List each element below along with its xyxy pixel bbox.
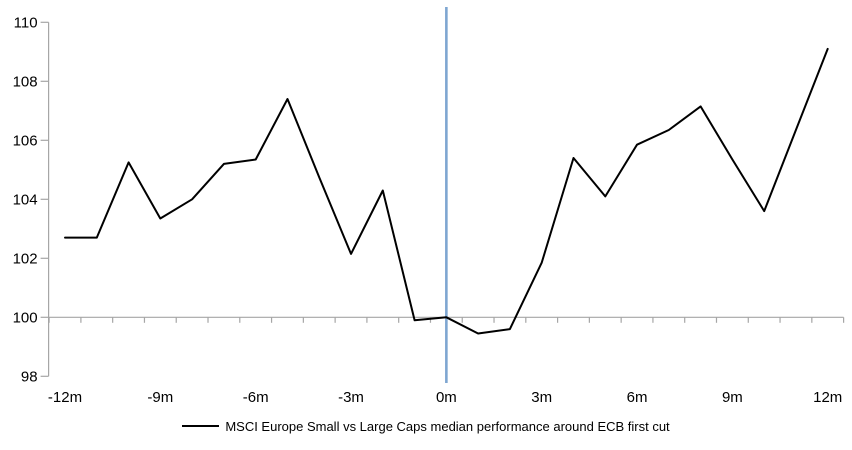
x-axis-tick-label: 3m [531, 389, 552, 406]
y-axis-tick-label: 106 [13, 133, 38, 150]
y-axis-tick-label: 100 [13, 310, 38, 327]
legend-line-marker [182, 425, 220, 427]
legend: MSCI Europe Small vs Large Caps median p… [0, 417, 852, 435]
y-axis-tick-label: 98 [21, 369, 38, 386]
series-line [64, 47, 829, 335]
x-axis-tick-label: -9m [147, 389, 173, 406]
x-axis-tick-label: -3m [338, 389, 364, 406]
x-axis-tick-label: 12m [813, 389, 842, 406]
x-axis-tick-label: -12m [48, 389, 82, 406]
plot-area: 110 108 106 104 102 100 98 -12m -9m -6m -3m 0m 3m 6m 9… [13, 7, 845, 406]
legend-label: MSCI Europe Small vs Large Caps median p… [225, 418, 670, 434]
y-axis-tick-label: 104 [13, 192, 38, 209]
y-axis-tick-label: 102 [13, 251, 38, 268]
x-axis-tick-label: 9m [722, 389, 743, 406]
x-axis-tick-label: 0m [436, 389, 457, 406]
y-axis-tick-label: 108 [13, 74, 38, 91]
x-axis-tick-label: 6m [627, 389, 648, 406]
x-axis-tick-label: -6m [243, 389, 269, 406]
y-axis-tick-label: 110 [14, 15, 38, 32]
